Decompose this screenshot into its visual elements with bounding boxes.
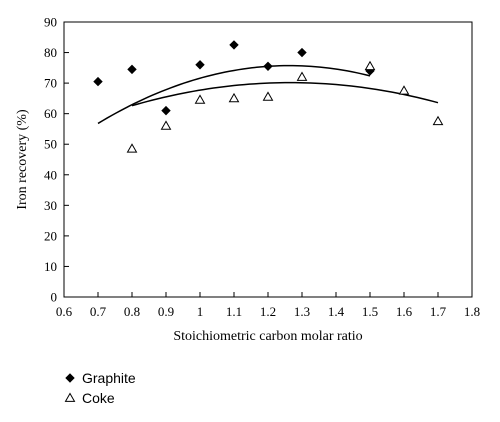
- coke-point: [228, 92, 240, 103]
- x-tick-label: 1.6: [396, 304, 413, 319]
- y-tick-label: 10: [44, 259, 57, 274]
- trendlines: [97, 64, 439, 125]
- y-axis: 0 10 20 30 40 50 60 70 80 90: [44, 15, 69, 305]
- x-axis: 0.6 0.7 0.8 0.9 1 1.1 1.2 1.3 1.4 1.5 1.6 1.7 1.8: [56, 292, 480, 319]
- x-tick-label: 1: [197, 304, 204, 319]
- y-tick-label: 50: [44, 137, 57, 152]
- coke-point: [432, 115, 444, 126]
- legend-coke-marker: [64, 392, 76, 402]
- y-tick-label: 20: [44, 228, 57, 243]
- x-axis-label: Stoichiometric carbon molar ratio: [173, 329, 362, 344]
- data-points: [93, 40, 444, 153]
- trendline-graphite: [97, 64, 371, 125]
- y-tick-label: 40: [44, 167, 57, 182]
- graphite-point: [263, 61, 273, 72]
- trendline-coke: [131, 81, 439, 107]
- x-tick-label: 1.5: [362, 304, 378, 319]
- coke-point: [398, 85, 410, 95]
- graphite-point: [161, 105, 171, 116]
- graphite-point: [229, 40, 239, 50]
- graphite-point: [127, 64, 137, 75]
- x-tick-label: 1.8: [464, 304, 480, 319]
- coke-point: [194, 94, 206, 104]
- legend-coke-label: Coke: [82, 390, 115, 406]
- coke-point: [364, 60, 376, 71]
- coke-point: [160, 120, 172, 130]
- y-tick-label: 80: [44, 45, 57, 60]
- legend-graphite-label: Graphite: [82, 370, 136, 386]
- x-tick-label: 0.9: [158, 304, 174, 319]
- coke-point: [296, 71, 308, 81]
- x-tick-label: 0.6: [56, 304, 73, 319]
- coke-point: [262, 91, 274, 101]
- y-tick-label: 70: [44, 76, 57, 91]
- legend: Graphite Coke: [64, 370, 136, 406]
- x-tick-label: 1.1: [226, 304, 242, 319]
- y-tick-label: 60: [44, 106, 57, 121]
- x-tick-label: 0.7: [90, 304, 107, 319]
- x-tick-label: 0.8: [124, 304, 140, 319]
- y-axis-label: Iron recovery (%): [15, 109, 30, 210]
- graphite-point: [93, 76, 103, 87]
- legend-graphite-marker: [65, 373, 75, 383]
- graphite-point: [297, 47, 307, 58]
- y-tick-label: 30: [44, 198, 57, 213]
- plot-area: 0 10 20 30 40 50 60 70 80 90 0.6 0.7 0.8 0.9 1 1.1 1.2 1…: [44, 15, 480, 320]
- graphite-point: [195, 60, 205, 70]
- x-tick-label: 1.7: [430, 304, 447, 319]
- x-tick-label: 1.2: [260, 304, 276, 319]
- coke-point: [126, 143, 138, 153]
- x-tick-label: 1.4: [328, 304, 345, 319]
- y-tick-label: 0: [51, 290, 58, 305]
- y-tick-label: 90: [44, 15, 57, 30]
- x-tick-label: 1.3: [294, 304, 310, 319]
